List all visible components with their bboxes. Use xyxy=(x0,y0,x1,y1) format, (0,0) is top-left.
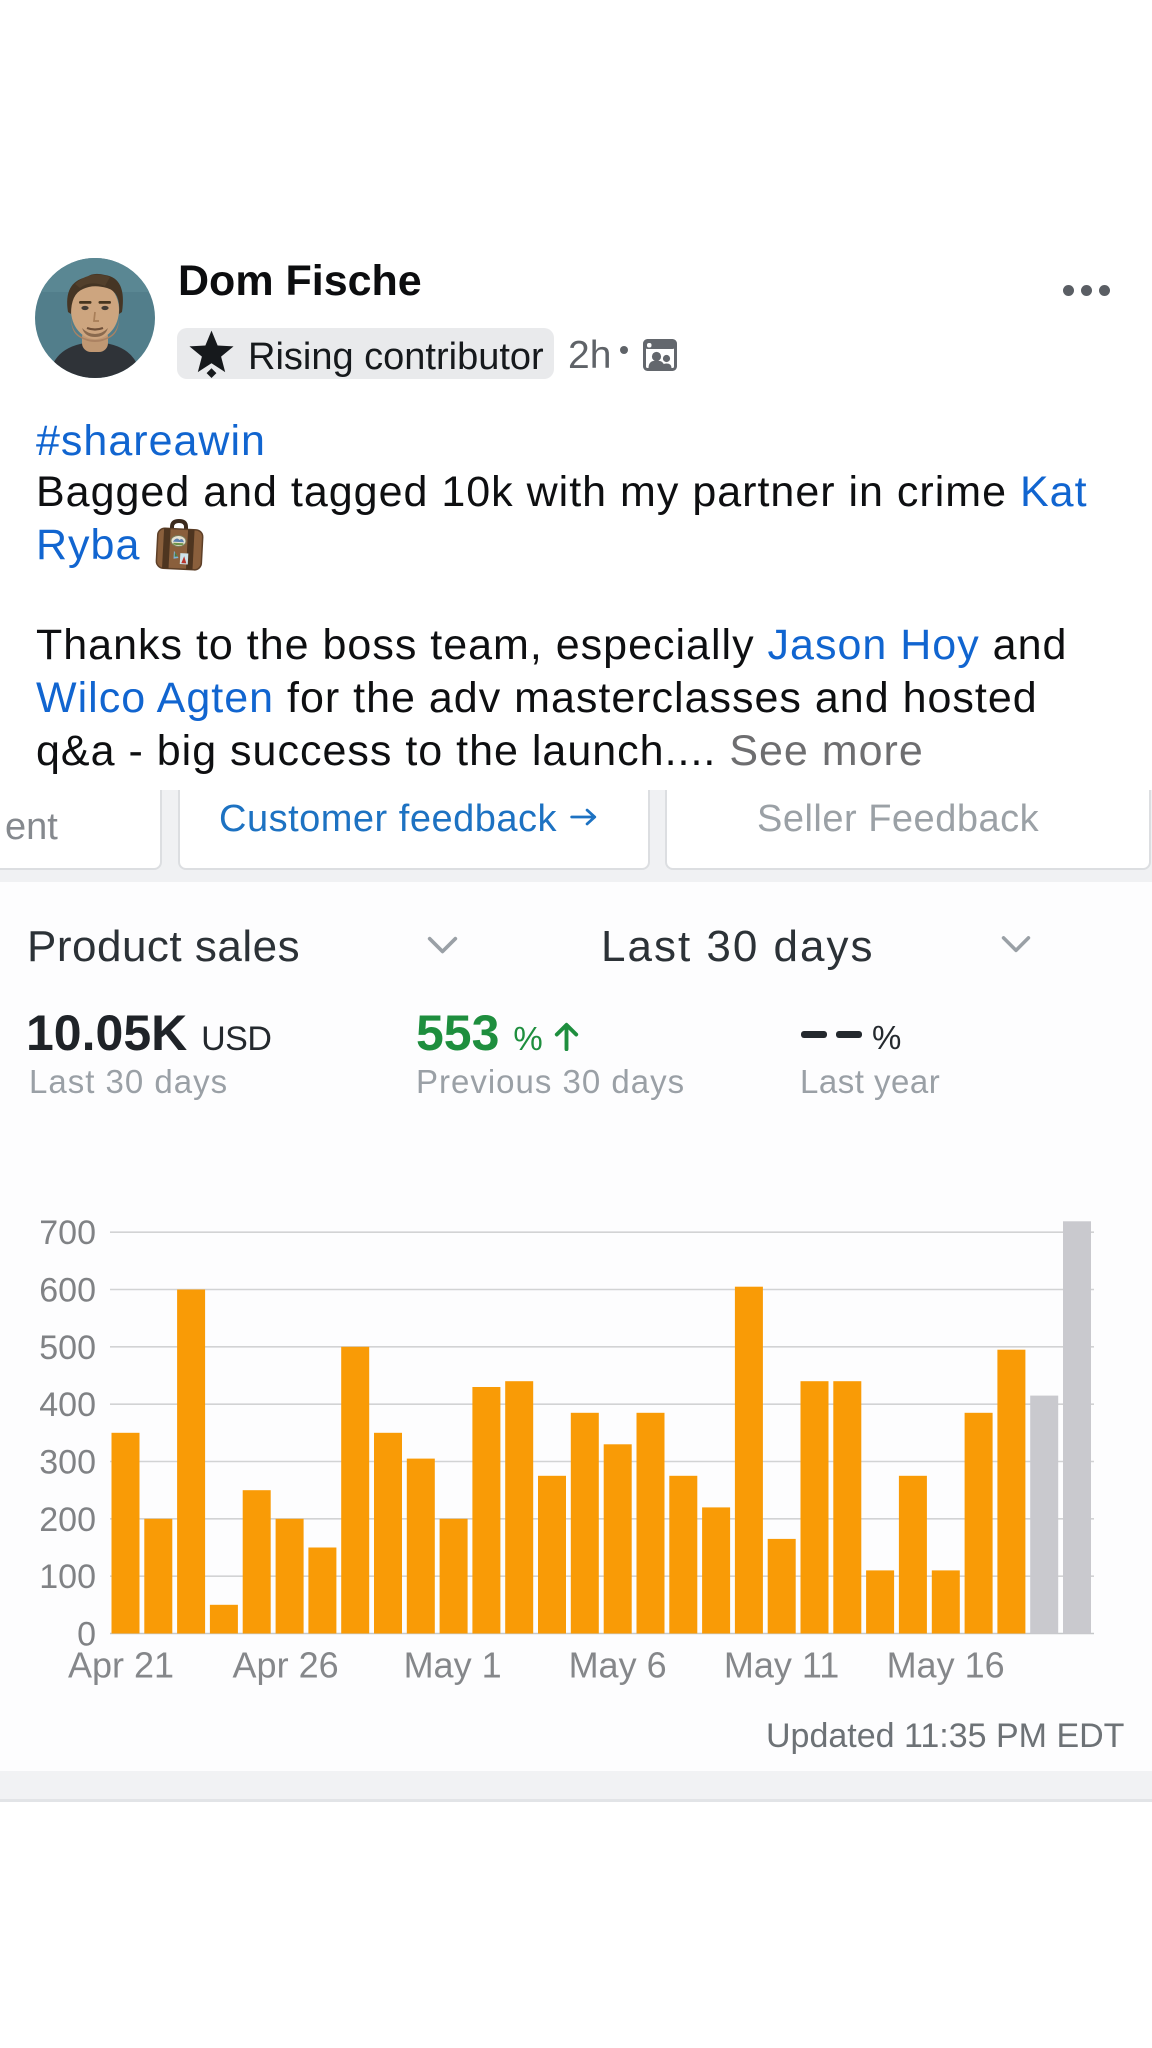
svg-text:500: 500 xyxy=(39,1329,96,1367)
svg-text:May 16: May 16 xyxy=(887,1645,1005,1686)
svg-text:Apr 21: Apr 21 xyxy=(68,1645,174,1686)
svg-text:300: 300 xyxy=(39,1444,96,1482)
svg-text:700: 700 xyxy=(39,1214,96,1252)
svg-text:May 1: May 1 xyxy=(404,1645,502,1686)
svg-text:400: 400 xyxy=(39,1386,96,1424)
svg-text:100: 100 xyxy=(39,1558,96,1596)
svg-text:May 11: May 11 xyxy=(724,1645,839,1686)
svg-text:Apr 26: Apr 26 xyxy=(233,1645,339,1686)
svg-text:600: 600 xyxy=(39,1272,96,1310)
svg-text:May 6: May 6 xyxy=(569,1645,667,1686)
svg-text:0: 0 xyxy=(77,1616,96,1654)
svg-text:200: 200 xyxy=(39,1501,96,1539)
